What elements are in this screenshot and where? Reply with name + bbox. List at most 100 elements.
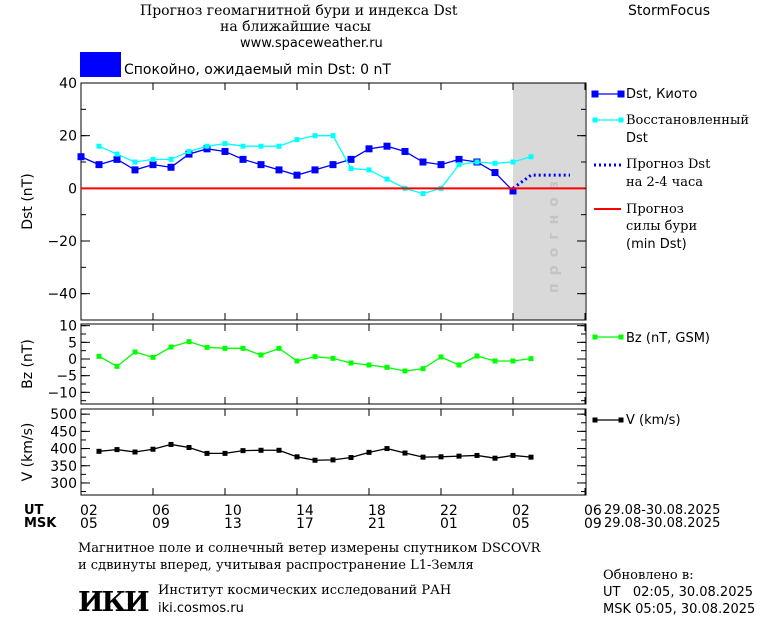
series-line-0-1 <box>98 135 532 195</box>
data-point <box>221 147 229 155</box>
x-tick-label-ut: 06 <box>152 503 170 519</box>
legend-dst-forecast-2: на 2-4 часа <box>626 175 703 190</box>
data-point <box>420 191 426 197</box>
data-point <box>455 155 463 163</box>
y-tick-label: 450 <box>50 424 77 440</box>
data-point <box>258 352 264 358</box>
legend-bz: Bz (nT, GSM) <box>626 331 711 346</box>
data-point <box>132 449 138 455</box>
data-point <box>96 353 102 359</box>
data-point <box>168 156 174 162</box>
data-point <box>150 446 156 452</box>
data-point <box>348 360 354 366</box>
data-point <box>402 450 408 456</box>
data-point <box>456 453 462 459</box>
footer-note-line2: и сдвинуты вперед, учитывая распростране… <box>78 558 474 573</box>
data-point <box>312 133 318 139</box>
footer-institute-url[interactable]: iki.cosmos.ru <box>158 601 244 616</box>
y-tick-label: 10 <box>59 319 77 335</box>
data-point <box>293 171 301 179</box>
updated-label: Обновлено в: <box>603 568 694 583</box>
data-point <box>222 345 228 351</box>
data-point <box>186 445 192 451</box>
data-point <box>365 145 373 153</box>
data-point <box>348 455 354 461</box>
data-point <box>528 356 534 362</box>
footer-note-line1: Магнитное поле и солнечный ветер измерен… <box>78 541 541 556</box>
x-axis-ut-label: UT <box>24 503 44 518</box>
legend-storm-forecast-3: (min Dst) <box>626 237 687 252</box>
status-text: Спокойно, ожидаемый min Dst: 0 nT <box>124 62 391 78</box>
data-point <box>456 362 462 368</box>
data-point <box>401 147 409 155</box>
data-point <box>528 154 534 160</box>
iki-logo: ИКИ <box>78 587 150 618</box>
data-point <box>312 354 318 360</box>
legend-storm-forecast-2: силы бури <box>626 219 698 234</box>
data-point <box>420 454 426 460</box>
legend-swatch-marker <box>618 417 624 423</box>
legend-dst-restored-2: Dst <box>626 131 648 146</box>
data-point <box>384 446 390 452</box>
y-tick-label: 40 <box>59 76 77 92</box>
data-point <box>276 447 282 453</box>
x-tick-label-msk: 05 <box>80 516 98 532</box>
forecast-region <box>513 83 585 320</box>
status-color-box <box>80 52 121 77</box>
data-point <box>474 452 480 458</box>
data-point <box>149 161 157 169</box>
legend-dst-forecast-1: Прогноз Dst <box>626 157 711 172</box>
data-point <box>114 447 120 453</box>
x-tick-label-msk: 13 <box>224 516 242 532</box>
y-tick-label: 400 <box>50 442 77 458</box>
data-point <box>240 345 246 351</box>
data-point <box>222 450 228 456</box>
data-point <box>204 143 210 149</box>
legend-swatch-marker <box>591 90 599 98</box>
legend-swatch-marker <box>617 90 625 98</box>
data-point <box>239 155 247 163</box>
y-tick-label: −40 <box>47 287 77 303</box>
data-point <box>258 143 264 149</box>
legend-swatch-marker <box>618 117 624 123</box>
plot-frame-0 <box>80 82 587 321</box>
site-url[interactable]: www.spaceweather.ru <box>240 36 383 51</box>
y-tick-label: 350 <box>50 459 77 475</box>
updated-ut: UT 02:05, 30.08.2025 <box>603 585 754 600</box>
legend-swatch-marker <box>592 417 598 423</box>
chart-title-line2: на ближайшие часы <box>220 19 372 35</box>
brand-name: StormFocus <box>628 3 711 19</box>
x-tick-label-msk: 17 <box>296 516 314 532</box>
data-point <box>257 161 265 169</box>
data-point <box>168 344 174 350</box>
y-axis-label: Bz (nT) <box>20 339 36 389</box>
x-tick-label-ut: 18 <box>368 503 386 519</box>
data-point <box>275 166 283 174</box>
y-tick-label: 300 <box>50 476 77 492</box>
data-point <box>438 354 444 360</box>
data-point <box>95 161 103 169</box>
x-tick-label-msk: 09 <box>152 516 170 532</box>
x-axis-ut-range: 29.08-30.08.2025 <box>604 503 721 518</box>
legend-swatch-marker <box>592 334 598 340</box>
legend-v: V (km/s) <box>626 413 681 428</box>
x-tick-label-ut: 10 <box>224 503 242 519</box>
data-point <box>96 143 102 149</box>
data-point <box>312 457 318 463</box>
data-point <box>113 155 121 163</box>
data-point <box>420 366 426 372</box>
y-tick-label: 0 <box>68 352 77 368</box>
y-axis-label: Dst (nT) <box>20 173 36 229</box>
data-point <box>203 145 211 153</box>
x-tick-label-ut: 02 <box>80 503 98 519</box>
data-point <box>383 142 391 150</box>
data-point <box>276 345 282 351</box>
y-tick-label: −10 <box>47 385 77 401</box>
data-point <box>276 143 282 149</box>
chart-title-line1: Прогноз геомагнитной бури и индекса Dst <box>140 3 458 19</box>
data-point <box>474 159 480 165</box>
data-point <box>510 358 516 364</box>
forecast-region-label: прогноз <box>546 173 562 293</box>
data-point <box>492 160 498 166</box>
